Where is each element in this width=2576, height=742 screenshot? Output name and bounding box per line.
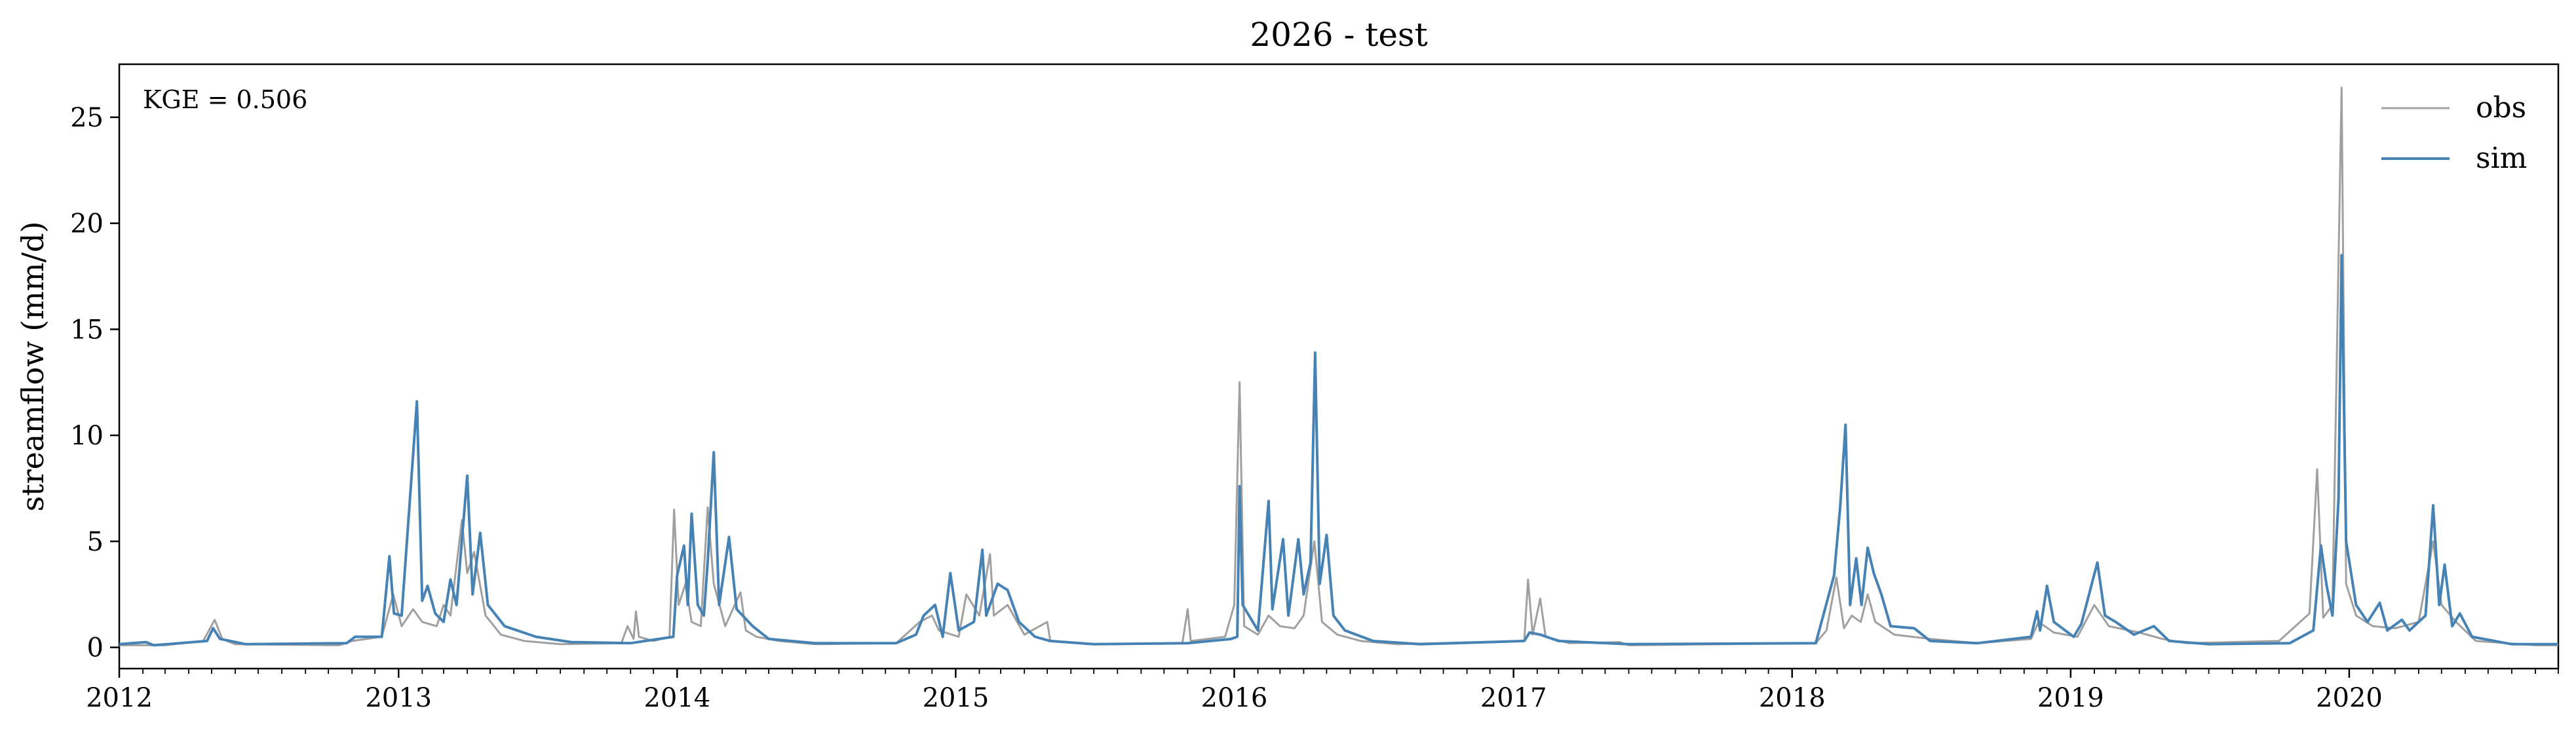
legend-label-sim: sim — [2476, 142, 2527, 175]
legend: obs sim — [2381, 91, 2527, 175]
kge-annotation: KGE = 0.506 — [143, 85, 307, 114]
x-tick-label: 2017 — [1480, 683, 1547, 713]
legend-label-obs: obs — [2476, 91, 2526, 125]
y-tick-label: 5 — [87, 527, 104, 557]
y-axis-label: streamflow (mm/d) — [15, 222, 50, 512]
y-tick-label: 20 — [70, 209, 104, 239]
x-axis: 2012 2013 2014 2015 2016 2017 2018 2019 2020 — [86, 669, 2559, 713]
chart-title: 2026 - test — [1250, 16, 1427, 54]
x-tick-label: 2019 — [2037, 683, 2104, 713]
x-tick-label: 2013 — [365, 683, 432, 713]
x-tick-label: 2012 — [86, 683, 153, 713]
plot-area-frame — [118, 63, 2560, 670]
y-tick-label: 15 — [70, 315, 104, 345]
x-tick-label: 2014 — [644, 683, 710, 713]
x-tick-label: 2018 — [1759, 683, 1826, 713]
y-axis: 0 5 10 15 20 25 — [70, 103, 119, 663]
x-tick-label: 2020 — [2316, 683, 2383, 713]
series-line-obs — [119, 87, 2558, 646]
series-layer — [119, 87, 2558, 647]
y-tick-label: 10 — [70, 421, 104, 451]
x-tick-label: 2016 — [1201, 683, 1268, 713]
x-tick-label: 2015 — [922, 683, 989, 713]
y-tick-label: 25 — [70, 103, 104, 133]
y-tick-label: 0 — [87, 633, 104, 663]
series-line-sim — [119, 254, 2558, 647]
